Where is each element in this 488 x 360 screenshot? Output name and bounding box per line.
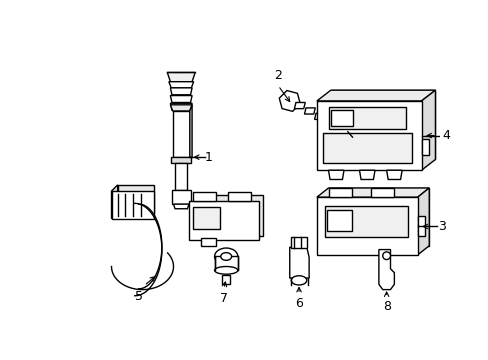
Bar [172,111,189,157]
Circle shape [382,252,390,260]
Polygon shape [170,88,192,95]
Text: 6: 6 [295,297,303,310]
Polygon shape [330,90,434,159]
Bar [326,210,351,231]
Bar [214,256,237,270]
Text: 1: 1 [204,150,212,164]
Polygon shape [328,188,428,246]
Text: 8: 8 [382,300,390,313]
Polygon shape [316,188,428,197]
Polygon shape [279,90,300,111]
Bar [175,163,187,190]
Polygon shape [304,108,315,114]
Polygon shape [328,170,343,180]
Polygon shape [334,124,345,130]
Ellipse shape [220,253,231,260]
Polygon shape [289,247,308,278]
Polygon shape [170,95,192,103]
Bar [328,107,405,129]
Polygon shape [328,188,351,197]
Text: 5: 5 [134,289,142,303]
Polygon shape [173,204,189,209]
Text: 3: 3 [438,220,446,233]
Bar [172,190,190,204]
Polygon shape [168,82,193,88]
Polygon shape [167,72,195,82]
Ellipse shape [214,266,237,274]
Polygon shape [386,170,401,180]
Polygon shape [316,90,434,101]
Polygon shape [189,105,192,157]
Polygon shape [417,188,428,255]
Ellipse shape [291,276,306,285]
Bar [227,192,250,201]
Bar [316,197,417,255]
Bar [192,192,216,201]
Bar [222,275,230,284]
Polygon shape [111,185,118,219]
Polygon shape [170,105,192,111]
Bar [324,206,407,237]
Bar [200,238,216,246]
Bar [316,101,421,170]
Text: 4: 4 [442,129,449,142]
Bar [192,207,220,229]
Bar [189,201,258,239]
Bar [330,110,352,126]
Bar [323,133,411,163]
Polygon shape [370,188,393,197]
Polygon shape [324,119,335,125]
Text: 7: 7 [220,292,227,305]
Polygon shape [118,185,154,213]
Polygon shape [421,139,428,155]
Polygon shape [314,113,325,120]
Text: 2: 2 [274,69,282,82]
Bar [111,191,154,219]
Bar [171,157,191,163]
Bar [291,237,306,248]
Polygon shape [170,103,192,110]
Polygon shape [421,90,434,170]
Polygon shape [196,195,262,236]
Ellipse shape [214,248,237,265]
Polygon shape [359,170,374,180]
Polygon shape [417,216,425,236]
Polygon shape [378,249,393,289]
Polygon shape [294,103,305,109]
